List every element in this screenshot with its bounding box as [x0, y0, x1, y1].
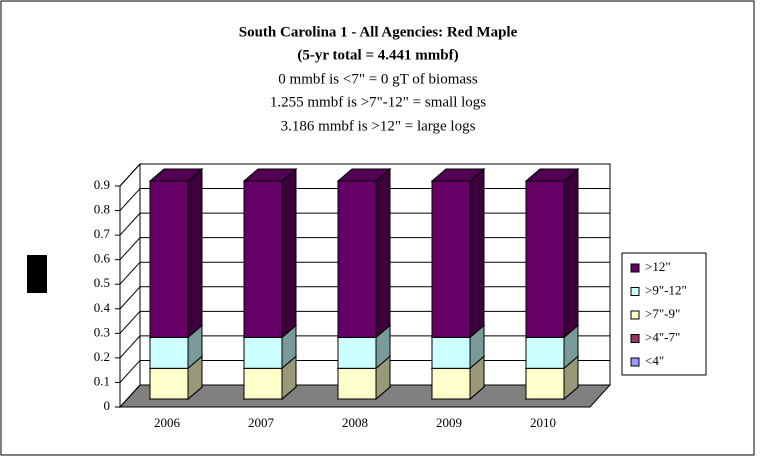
bar: [243, 180, 283, 338]
bar: [431, 336, 471, 369]
annotation: 3.186 mmbf is >12" = large logs: [281, 118, 476, 134]
bar: [525, 336, 565, 369]
legend-label: >9"-12": [645, 282, 687, 297]
bar: [431, 180, 471, 338]
x-tick-label: 2009: [436, 415, 462, 430]
y-tick-label: 0.2: [94, 349, 110, 364]
annotation: 1.255 mmbf is >7"-12" = small logs: [270, 94, 486, 110]
y-tick-label: 0.1: [94, 373, 110, 388]
x-tick-label: 2010: [530, 415, 556, 430]
x-tick-label: 2006: [154, 415, 181, 430]
grid-line: [119, 384, 141, 408]
bar-top: [336, 168, 392, 182]
legend-swatch: [630, 287, 640, 296]
bar: [337, 180, 377, 338]
grid-line: [119, 188, 141, 211]
bar: [525, 180, 565, 338]
bar: [337, 367, 377, 400]
y-tick-label: 0.6: [94, 251, 111, 266]
grid-line: [119, 335, 141, 359]
legend-swatch: [630, 310, 640, 320]
x-tick-label: 2008: [342, 415, 368, 430]
bar-side: [187, 167, 203, 339]
y-tick-label: 0.7: [94, 226, 111, 241]
y-tick-label: 0: [104, 398, 111, 413]
bar: [337, 336, 377, 369]
bar: [149, 180, 189, 338]
legend-label: >7"-9": [645, 306, 680, 321]
grid-line: [119, 237, 141, 261]
chart-subtitle: (5-yr total = 4.441 mmbf): [297, 47, 458, 63]
bar: [243, 367, 283, 400]
bar: [149, 367, 189, 400]
y-tick-label: 0.9: [94, 177, 110, 192]
bar: [431, 367, 471, 400]
bar-top: [430, 168, 486, 182]
bar-side: [281, 167, 297, 339]
y-tick-label: 0.3: [94, 324, 110, 339]
bar-top: [524, 168, 580, 182]
grid-line: [119, 286, 141, 310]
legend-label: >12": [645, 259, 671, 274]
legend-swatch: [630, 263, 640, 273]
bar-side: [469, 167, 485, 339]
bar: [149, 336, 189, 369]
bar: [525, 367, 565, 400]
bar-top: [242, 168, 298, 182]
legend-swatch: [630, 334, 640, 343]
bar-side: [375, 167, 391, 339]
legend-label: >4"-7": [645, 329, 680, 344]
annotation: 0 mmbf is <7" = 0 gT of biomass: [278, 71, 478, 87]
grid-line: [119, 163, 141, 187]
grid-line: [119, 310, 141, 334]
chart-title: South Carolina 1 - All Agencies: Red Map…: [239, 24, 518, 40]
side-wall: [119, 162, 141, 409]
y-tick-label: 0.8: [94, 202, 110, 217]
legend: <4" >4"-7" >7"-9" >9"-12" >12": [621, 252, 707, 376]
grid-line: [119, 360, 141, 383]
bar-top: [148, 168, 204, 182]
grid-line: [119, 261, 141, 285]
x-tick-label: 2007: [248, 415, 275, 430]
bar: [243, 336, 283, 369]
bar-side: [563, 167, 579, 339]
grid-line: [119, 212, 141, 236]
y-tick-label: 0.4: [94, 300, 111, 315]
legend-swatch: [630, 357, 640, 367]
y-tick-label: 0.5: [94, 275, 110, 290]
axis-label-box: [27, 255, 47, 293]
legend-label: <4": [645, 353, 664, 368]
